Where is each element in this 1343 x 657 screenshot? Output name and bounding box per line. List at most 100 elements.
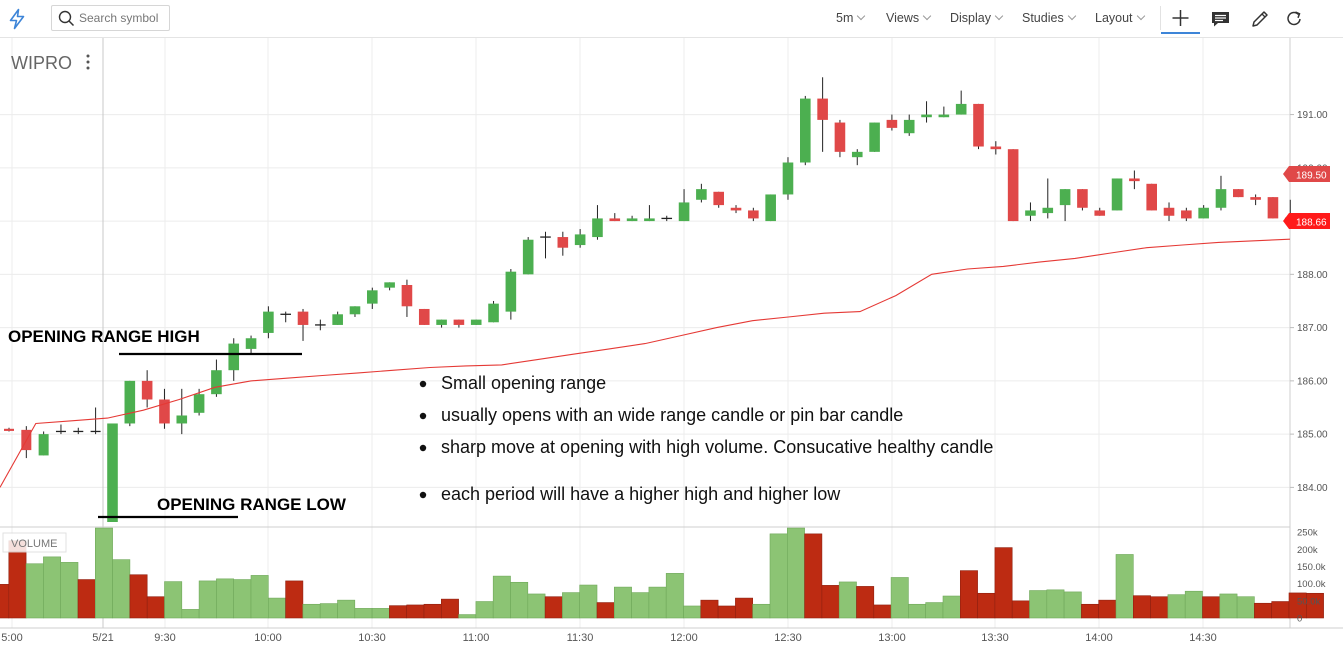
note-2: usually opens with an wide range candle … bbox=[441, 405, 903, 425]
volume-bar bbox=[1167, 594, 1186, 619]
volume-bar bbox=[1150, 596, 1169, 619]
candle-up bbox=[505, 271, 517, 312]
note-4: each period will have a higher high and … bbox=[441, 484, 841, 504]
volume-bar bbox=[631, 592, 650, 619]
strategy-notes: Small opening range usually opens with a… bbox=[419, 373, 993, 504]
volume-bar bbox=[302, 603, 321, 619]
volume-study-label[interactable]: VOLUME bbox=[2, 532, 67, 553]
candle-down bbox=[990, 146, 1002, 150]
views-label: Views bbox=[886, 11, 920, 25]
volume-bar bbox=[1236, 596, 1255, 619]
volume-bar bbox=[458, 614, 477, 619]
volume-bar bbox=[1081, 603, 1100, 619]
volume-bar bbox=[440, 598, 459, 619]
time-tick-label: 10:30 bbox=[358, 632, 386, 644]
volume-bar bbox=[1271, 601, 1290, 619]
time-tick-label: 12:30 bbox=[774, 632, 802, 644]
candle-up bbox=[488, 303, 499, 323]
candle-down bbox=[4, 428, 14, 431]
studies-menu[interactable]: Studies bbox=[1022, 11, 1076, 25]
draw-button[interactable] bbox=[1247, 6, 1273, 32]
candle-up bbox=[678, 202, 690, 222]
volume-bar bbox=[562, 592, 581, 619]
candle-down bbox=[973, 103, 984, 147]
candle-down bbox=[297, 311, 309, 325]
search-input[interactable] bbox=[79, 9, 167, 27]
candle-up bbox=[522, 239, 534, 275]
candle-down bbox=[401, 284, 413, 307]
candle-up bbox=[1111, 178, 1123, 211]
volume-bar bbox=[769, 533, 788, 619]
candle-up bbox=[574, 234, 586, 246]
volume-bar bbox=[95, 527, 113, 619]
candle-down bbox=[1267, 197, 1279, 219]
time-tick-label: 14:00 bbox=[1085, 632, 1113, 644]
volume-bar bbox=[544, 596, 563, 619]
chevron-down-icon bbox=[857, 11, 866, 21]
volume-bar bbox=[1306, 592, 1324, 619]
volume-tick-label: 150.0k bbox=[1297, 562, 1326, 573]
candle-down bbox=[609, 218, 621, 222]
volume-axis: 0 50.0k 100.0k 150.0k 200k 250k bbox=[1297, 528, 1326, 625]
candle-up bbox=[955, 103, 967, 115]
volume-bar bbox=[1219, 593, 1238, 619]
volume-bar bbox=[1133, 595, 1151, 619]
toolbar: 5m Views Display Studies Layout bbox=[0, 0, 1343, 38]
volume-bar bbox=[250, 575, 269, 619]
layout-menu[interactable]: Layout bbox=[1095, 11, 1145, 25]
note-1: Small opening range bbox=[441, 373, 606, 393]
layout-label: Layout bbox=[1095, 11, 1133, 25]
candle-down bbox=[1094, 210, 1106, 216]
volume-bar bbox=[804, 533, 823, 619]
time-tick-label: 11:00 bbox=[463, 632, 490, 644]
volume-bar bbox=[717, 605, 736, 619]
time-tick-label: 13:30 bbox=[981, 632, 1009, 644]
search-box[interactable] bbox=[51, 5, 170, 31]
views-menu[interactable]: Views bbox=[886, 11, 932, 25]
volume-bar bbox=[700, 599, 719, 619]
candle-down bbox=[1129, 178, 1140, 182]
candle-up bbox=[1198, 207, 1209, 219]
volume-bar bbox=[1254, 602, 1273, 619]
lightning-icon[interactable] bbox=[6, 8, 28, 30]
candle-down bbox=[748, 210, 759, 219]
price-chart[interactable]: 184.00185.00186.00187.00188.00189.00190.… bbox=[0, 38, 1343, 657]
search-icon bbox=[58, 10, 75, 27]
candle-down bbox=[1077, 189, 1088, 208]
opening-range-low-label: OPENING RANGE LOW bbox=[157, 495, 347, 514]
price-tick-label: 188.00 bbox=[1297, 270, 1328, 281]
candle-up bbox=[107, 423, 118, 522]
volume-bar bbox=[856, 586, 875, 619]
interval-menu[interactable]: 5m bbox=[836, 11, 866, 25]
candle-down bbox=[557, 237, 569, 248]
comment-button[interactable] bbox=[1208, 6, 1234, 32]
candle-up bbox=[765, 194, 776, 222]
time-tick-label: 9:30 bbox=[154, 632, 175, 644]
volume-bar bbox=[613, 586, 632, 619]
candle-up bbox=[38, 434, 49, 456]
volume-bar bbox=[0, 584, 10, 619]
volume-bar bbox=[1046, 589, 1065, 619]
time-tick-label: 5:00 bbox=[1, 632, 22, 644]
volume-bar bbox=[579, 584, 598, 619]
volume-bar bbox=[1098, 599, 1117, 619]
candle-down bbox=[141, 380, 153, 400]
volume-bar bbox=[648, 586, 667, 619]
volume-bar bbox=[665, 573, 684, 619]
crosshair-button[interactable] bbox=[1161, 4, 1200, 34]
volume-bar bbox=[423, 603, 442, 619]
volume-tick-label: 200k bbox=[1297, 545, 1318, 556]
candle-down bbox=[1181, 210, 1192, 219]
display-menu[interactable]: Display bbox=[950, 11, 1004, 25]
chevron-down-icon bbox=[1067, 11, 1076, 21]
price-tick-label: 191.00 bbox=[1297, 110, 1328, 121]
time-tick-label: 5/21 bbox=[92, 632, 113, 644]
refresh-button[interactable] bbox=[1281, 6, 1307, 32]
price-tick-label: 186.00 bbox=[1297, 376, 1328, 387]
symbol-options-icon[interactable] bbox=[86, 54, 90, 70]
volume-bar bbox=[371, 608, 390, 619]
bullet-point bbox=[419, 444, 427, 452]
candle-up bbox=[211, 370, 222, 395]
note-3: sharp move at opening with high volume. … bbox=[441, 437, 993, 457]
candles bbox=[4, 77, 1296, 522]
